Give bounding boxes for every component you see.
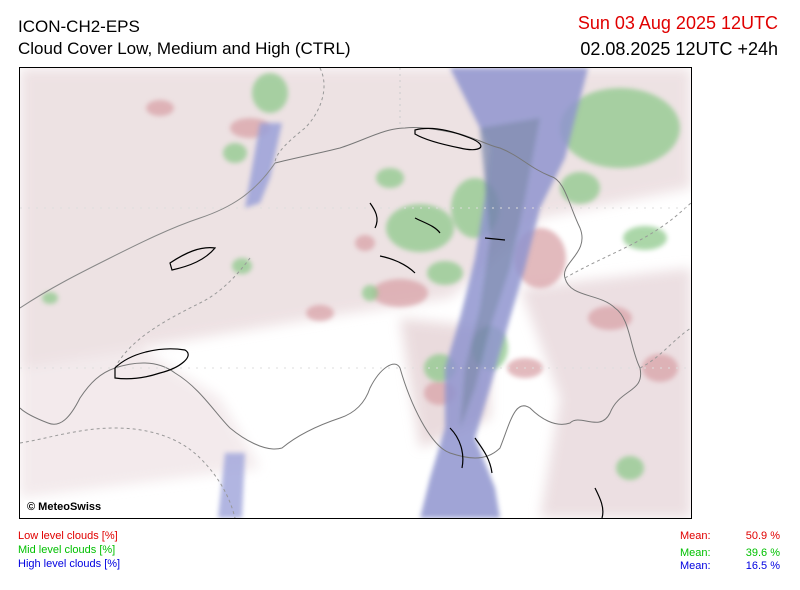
stat-low-value: 50.9 % [745,530,780,542]
lake-como [474,437,493,474]
stat-mid-value: 39.6 % [745,547,780,559]
lake-zurich [414,217,441,234]
lake-small-1 [369,202,378,229]
lake-walen [484,237,506,241]
legend-high-level: High level clouds [%] [18,558,121,570]
lakes [114,127,604,518]
country-borders [20,68,691,518]
map-canvas [20,68,691,518]
cloud-cover-map: © MeteoSwiss [19,67,692,519]
stat-high-label: Mean: [680,560,711,572]
lake-maggiore [449,427,464,469]
lake-geneva [114,348,189,380]
run-time: 02.08.2025 12UTC +24h [580,39,778,59]
lake-garda [594,487,604,518]
lake-neuchatel [169,247,217,271]
product-title: Cloud Cover Low, Medium and High (CTRL) [18,39,351,58]
high-cloud-layer [218,68,588,518]
stat-high-value: 16.5 % [745,560,780,572]
legend-mid-level: Mid level clouds [%] [18,544,116,556]
valid-time: Sun 03 Aug 2025 12UTC [577,13,778,33]
copyright-label: © MeteoSwiss [24,500,105,514]
lake-constance [414,127,482,151]
legend-low-level: Low level clouds [%] [18,530,118,542]
model-name: ICON-CH2-EPS [18,17,140,36]
lake-lucerne [379,255,416,274]
stat-mid-label: Mean: [680,547,711,559]
stat-low-label: Mean: [680,530,711,542]
